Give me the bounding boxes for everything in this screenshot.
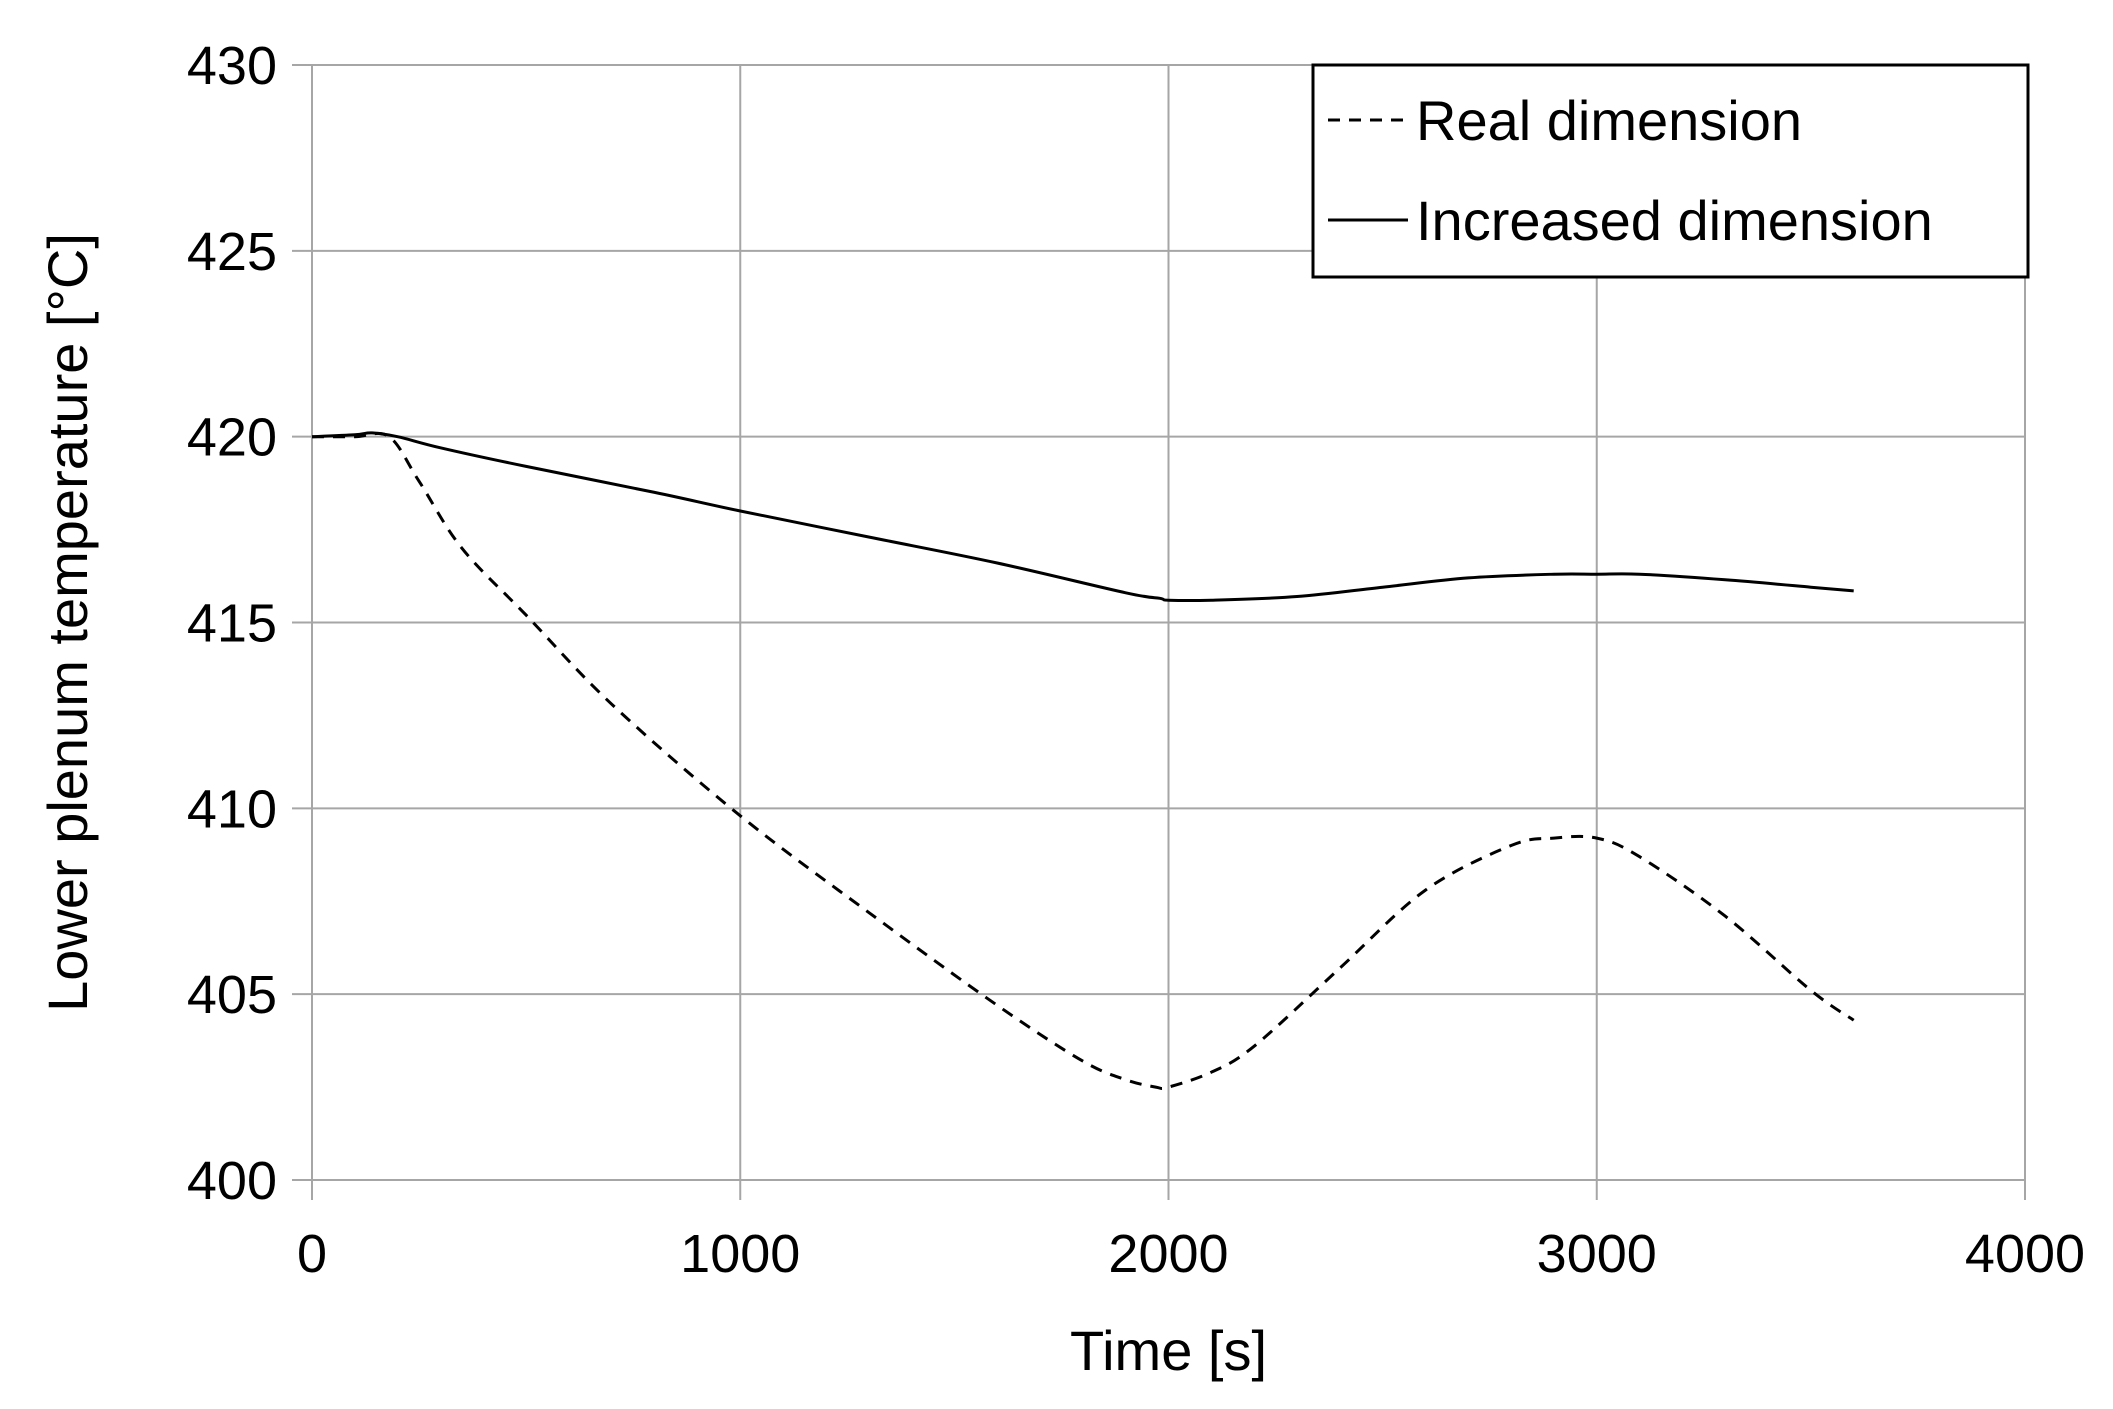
y-tick-label-400: 400: [187, 1151, 277, 1211]
x-tick-label-1000: 1000: [680, 1224, 800, 1284]
y-tick-label-420: 420: [187, 408, 277, 468]
legend-box: [1311, 63, 2030, 279]
x-tick-label-4000: 4000: [1965, 1224, 2085, 1284]
x-tick-label-2000: 2000: [1108, 1224, 1228, 1284]
x-axis-title: Time [s]: [1070, 1319, 1267, 1382]
x-tick-label-0: 0: [297, 1224, 327, 1284]
y-tick-label-415: 415: [187, 594, 277, 654]
legend-label-real-dimension: Real dimension: [1416, 89, 1802, 152]
x-tick-label-3000: 3000: [1537, 1224, 1657, 1284]
y-tick-label-410: 410: [187, 779, 277, 839]
axes: [292, 64, 2026, 1200]
y-tick-label-430: 430: [187, 36, 277, 96]
y-tick-labels: 400 405 410 415 420 425 430: [187, 36, 277, 1211]
series-layer: [311, 431, 1855, 1091]
y-tick-label-425: 425: [187, 222, 277, 282]
y-axis-title: Lower plenum temperature [°C]: [36, 233, 99, 1012]
series-line-increased-dimension: [311, 431, 1854, 603]
legend-label-increased-dimension: Increased dimension: [1416, 189, 1933, 252]
x-tick-labels: 0 1000 2000 3000 4000: [297, 1224, 2085, 1284]
y-tick-label-405: 405: [187, 965, 277, 1025]
legend: Real dimension Increased dimension: [1311, 63, 2030, 279]
series-line-real-dimension: [311, 431, 1855, 1091]
